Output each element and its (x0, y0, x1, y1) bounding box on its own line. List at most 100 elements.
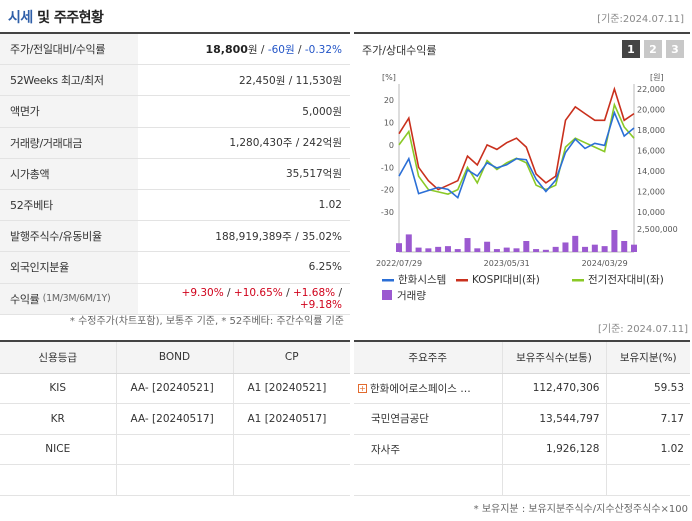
volume-bar (503, 247, 510, 252)
table-row: KIS AA- [20240521] A1 [20240521] (0, 373, 350, 404)
summary-label: 주가/전일대비/수익률 (0, 34, 138, 65)
volume-bar (562, 242, 569, 252)
price-unit: 원 (247, 43, 258, 56)
chart-pager: 1 2 3 (622, 40, 684, 58)
summary-row-shares: 발행주식수/유동비율 188,919,389주 / 35.02% (0, 221, 350, 253)
right-tick-label: 16,000 (637, 147, 665, 156)
separator: / (335, 286, 342, 299)
legend-swatch (456, 279, 468, 282)
volume-bar (533, 249, 540, 252)
price-change-rate: -0.32% (304, 43, 342, 56)
returns-period-label: (1M/3M/6M/1Y) (42, 293, 111, 305)
volume-bar (513, 248, 520, 252)
current-price: 18,800 (205, 42, 248, 56)
volume-bar (474, 248, 481, 252)
summary-row-market-cap: 시가총액 35,517억원 (0, 158, 350, 190)
volume-bar (523, 241, 530, 252)
volume-bar (464, 238, 471, 252)
table-row: + 한화에어로스페이스 … 112,470,306 59.53 (354, 373, 690, 404)
volume-bar (591, 244, 598, 252)
expand-icon[interactable]: + (358, 384, 367, 394)
holders-header-shares: 보유주식수(보통) (501, 342, 606, 374)
legend-label: 전기전자대비(좌) (588, 274, 664, 286)
summary-row-price: 주가/전일대비/수익률 18,800원 / -60원 / -0.32% (0, 34, 350, 66)
chart-page-3-button[interactable]: 3 (666, 40, 684, 58)
summary-row-par-value: 액면가 5,000원 (0, 96, 350, 128)
summary-value: 5,000원 (302, 105, 342, 118)
holder-name-text: 한화에어로스페이스 … (370, 382, 471, 395)
chart-page-1-button[interactable]: 1 (622, 40, 640, 58)
credit-bond: AA- [20240521] (115, 373, 233, 404)
credit-bond (115, 464, 233, 496)
title-accent: 시세 (8, 10, 33, 26)
legend-label: 거래량 (397, 290, 426, 302)
x-tick-label: 2023/05/31 (484, 259, 530, 268)
price-chart-panel: 주가/상대수익률 1 2 3 [%] [원] 20 10 0 -10 -20 -30 22,00… (354, 32, 690, 312)
left-tick-label: 0 (389, 141, 394, 150)
right-tick-label: 18,000 (637, 126, 665, 135)
series-line-sector (398, 102, 635, 195)
left-tick-label: -10 (381, 163, 394, 172)
credit-agency: KIS (0, 373, 116, 404)
table-row: NICE (0, 434, 350, 465)
summary-row-returns: 수익률 (1M/3M/6M/1Y) +9.30% / +10.65% / +1.… (0, 283, 350, 315)
volume-bar (631, 244, 637, 252)
right-axis-unit: [원] (650, 73, 664, 82)
summary-value: 35,517억원 (285, 168, 342, 181)
volume-bar (484, 241, 491, 252)
summary-label: 52주베타 (0, 189, 138, 221)
holder-name: 국민연금공단 (354, 403, 502, 435)
major-shareholders-table: 주요주주 보유주식수(보통) 보유지분(%) + 한화에어로스페이스 … 112,… (354, 340, 690, 496)
volume-bar (435, 246, 442, 252)
holder-pct: 59.53 (605, 373, 690, 404)
section-title: 시세 및 주주현황 (8, 7, 104, 27)
credit-agency: KR (0, 403, 116, 435)
holder-pct: 1.02 (605, 434, 690, 465)
credit-cp (232, 434, 350, 465)
summary-label: 수익률 (1M/3M/6M/1Y) (0, 283, 138, 314)
credit-header-bond: BOND (115, 342, 233, 374)
volume-bar (552, 246, 559, 252)
summary-value: 188,919,389주 / 35.02% (215, 230, 342, 243)
volume-tick-label: 2,500,000 (637, 225, 678, 234)
right-tick-label: 14,000 (637, 167, 665, 176)
holders-header-name: 주요주주 (354, 342, 502, 374)
table-row (354, 464, 690, 496)
summary-label: 액면가 (0, 96, 138, 127)
summary-row-foreign: 외국인지분율 6.25% (0, 252, 350, 284)
summary-value: 18,800원 / -60원 / -0.32% (138, 42, 350, 57)
credit-header-agency: 신용등급 (0, 342, 116, 374)
series-line-price (398, 110, 635, 200)
legend-label: KOSPI대비(좌) (472, 274, 540, 286)
credit-agency: NICE (0, 434, 116, 465)
left-tick-label: -20 (381, 186, 394, 195)
summary-value: 1,280,430주 / 242억원 (229, 137, 342, 150)
returns-label: 수익률 (10, 292, 40, 306)
table-row: 자사주 1,926,128 1.02 (354, 434, 690, 465)
summary-label: 52Weeks 최고/최저 (0, 65, 138, 96)
credit-bond: AA- [20240517] (115, 403, 233, 435)
credit-header-cp: CP (232, 342, 350, 374)
right-tick-label: 22,000 (637, 85, 665, 94)
separator: / (257, 43, 268, 56)
legend-swatch (382, 290, 392, 300)
price-summary-table: 주가/전일대비/수익률 18,800원 / -60원 / -0.32% 52We… (0, 32, 350, 315)
left-tick-label: 10 (384, 119, 394, 128)
volume-bar (572, 235, 579, 252)
right-tick-label: 12,000 (637, 188, 665, 197)
x-tick-label: 2024/03/29 (582, 259, 628, 268)
summary-row-volume: 거래량/거래대금 1,280,430주 / 242억원 (0, 127, 350, 159)
holders-header-pct: 보유지분(%) (605, 342, 690, 374)
right-tick-label: 20,000 (637, 106, 665, 115)
volume-bar (396, 243, 402, 252)
volume-bar (601, 246, 608, 252)
return-1y: +9.18% (299, 298, 342, 311)
volume-bar (425, 248, 432, 252)
chart-page-2-button[interactable]: 2 (644, 40, 662, 58)
volume-bar (621, 241, 628, 252)
credit-agency (0, 464, 116, 496)
price-chart: [%] [원] 20 10 0 -10 -20 -30 22,000 20,000 18,000 16… (376, 73, 678, 302)
holder-pct (605, 464, 690, 496)
summary-value: 1.02 (318, 199, 342, 212)
separator: / (294, 43, 305, 56)
